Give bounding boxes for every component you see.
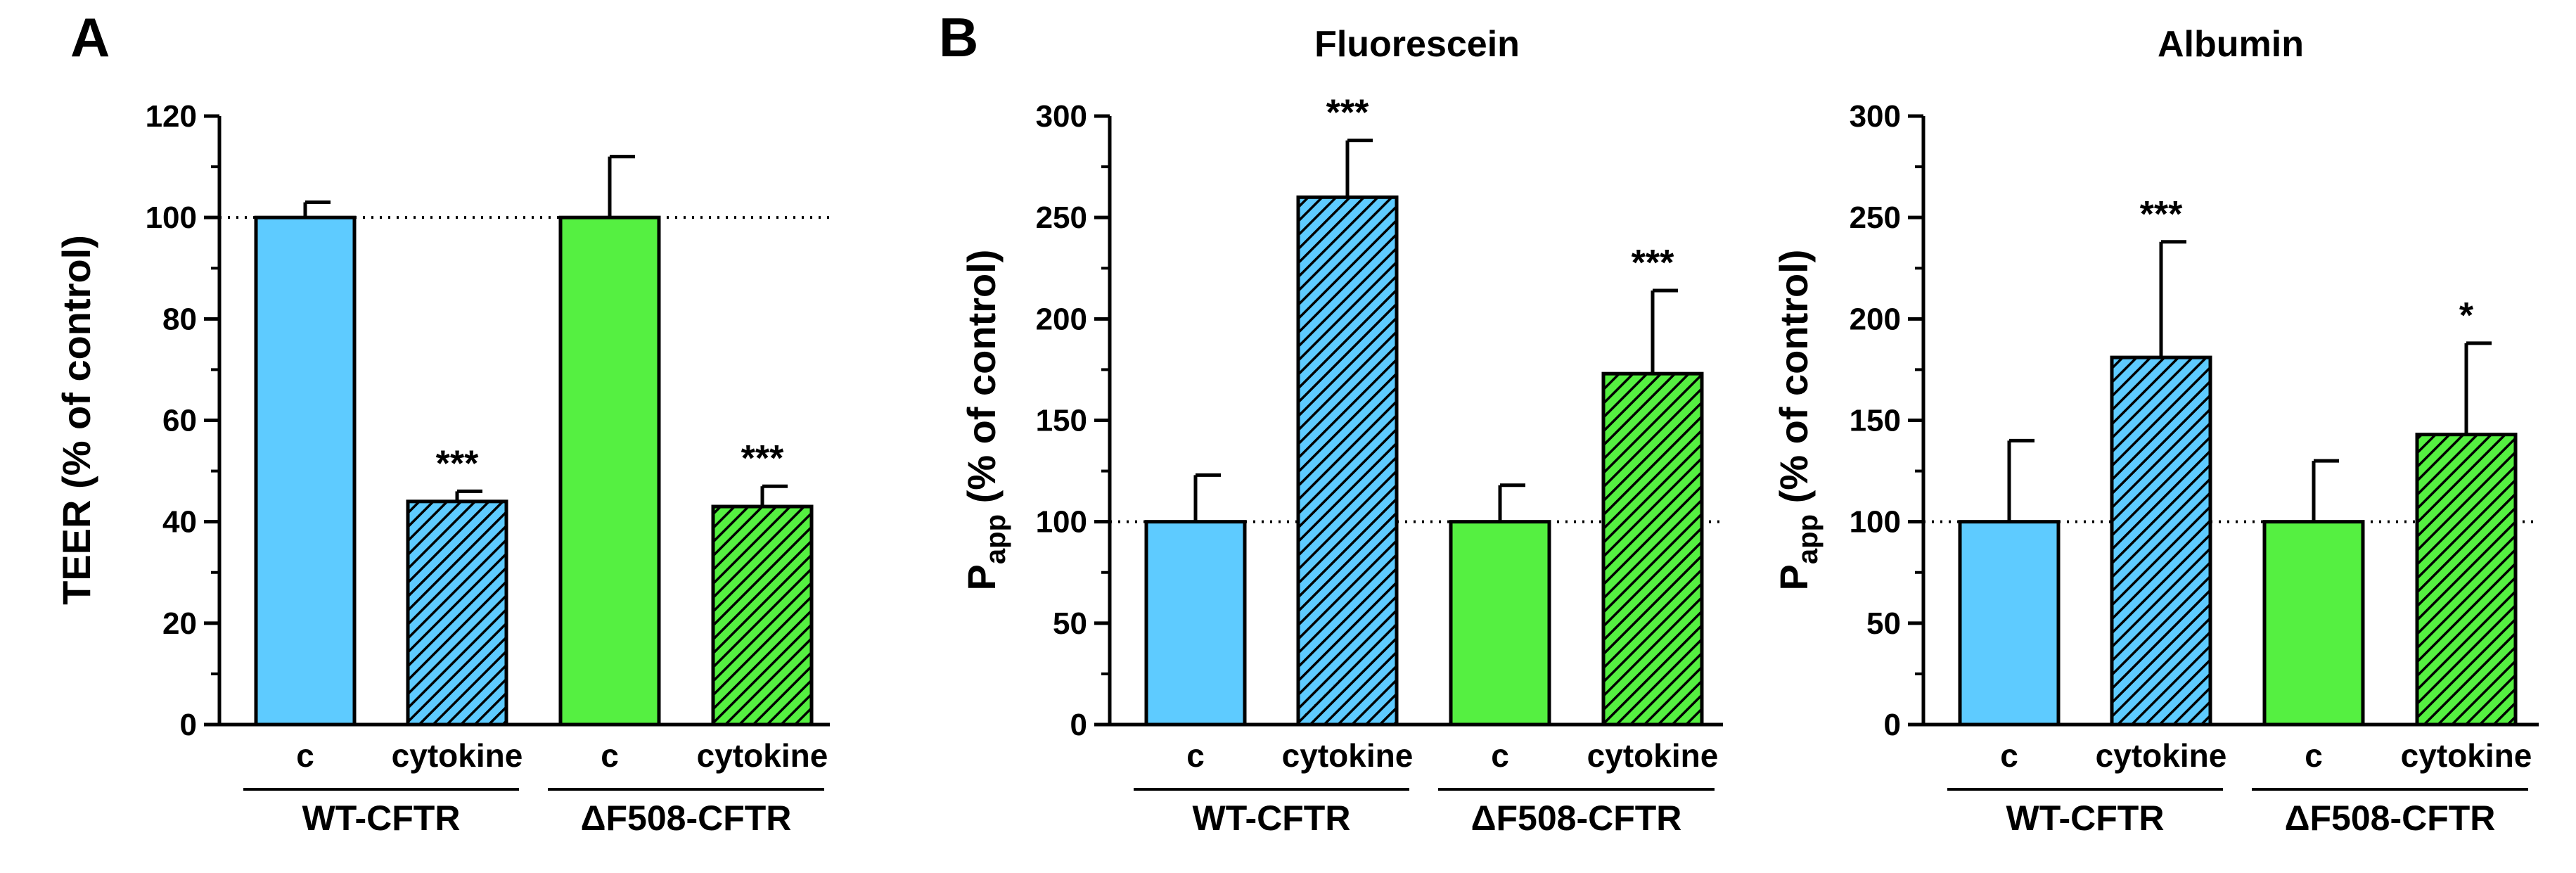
category-label: c [1186,737,1205,774]
y-axis-label: TEER (% of control) [54,235,98,605]
significance-label: *** [1632,243,1674,283]
bar [2110,355,2212,727]
y-tick-label: 200 [1850,302,1901,336]
y-tick-label: 150 [1036,404,1087,438]
bar [1144,520,1247,727]
y-tick-label: 100 [146,200,197,235]
significance-label: *** [436,443,479,484]
category-label: c [1491,737,1509,774]
panel-label-b: B [939,6,978,68]
group-label: WT-CFTR [1193,798,1351,838]
bar [558,215,661,727]
bar [711,504,814,727]
chart-fluorescein: Fluorescein Papp (% of control) c *** cytoki… [959,24,1723,838]
bar [406,499,508,727]
category-label: cytokine [1587,737,1719,774]
y-tick-label: 50 [1053,606,1087,641]
bar [1958,520,2061,727]
group-label: ΔF508-CFTR [1471,798,1682,838]
category-label: c [601,737,619,774]
significance-label: *** [2140,194,2183,235]
bar [2415,433,2518,727]
category-label: c [296,737,314,774]
category-label: c [2305,737,2323,774]
bar [2262,520,2365,727]
y-tick-label: 20 [162,606,197,641]
y-axis-label: Papp (% of control) [959,250,1011,591]
chart-albumin: Albumin Papp (% of control) c *** cytokine c *… [1771,24,2539,838]
category-label: cytokine [2096,737,2227,774]
group-label: ΔF508-CFTR [2285,798,2496,838]
y-tick-label: 100 [1850,505,1901,540]
category-label: cytokine [392,737,523,774]
y-tick-label: 60 [162,404,197,438]
chart-teer: TEER (% of control) c *** cytokine c *** cytok… [54,99,830,838]
y-tick-label: 80 [162,302,197,336]
group-label: WT-CFTR [302,798,461,838]
significance-label: * [2459,295,2474,336]
bar [1449,520,1551,727]
bar [1601,371,1704,727]
y-tick-label: 0 [1884,708,1901,742]
category-label: c [2000,737,2018,774]
group-label: WT-CFTR [2006,798,2165,838]
bar [254,215,357,727]
chart-title: Fluorescein [1314,24,1520,65]
chart-title: Albumin [2158,24,2304,65]
category-label: cytokine [2401,737,2532,774]
y-tick-label: 200 [1036,302,1087,336]
y-tick-label: 0 [180,708,197,742]
y-tick-label: 300 [1850,99,1901,134]
y-tick-label: 40 [162,505,197,540]
y-tick-label: 300 [1036,99,1087,134]
y-tick-label: 0 [1070,708,1087,742]
y-tick-label: 50 [1866,606,1901,641]
significance-label: *** [741,438,784,479]
group-label: ΔF508-CFTR [581,798,792,838]
y-tick-label: 120 [146,99,197,134]
panel-label-a: A [70,6,110,68]
y-axis-label: Papp (% of control) [1771,250,1824,591]
y-tick-label: 100 [1036,505,1087,540]
significance-label: *** [1326,93,1369,134]
bar [1296,195,1399,727]
y-tick-label: 150 [1850,404,1901,438]
y-tick-label: 250 [1036,200,1087,235]
y-tick-label: 250 [1850,200,1901,235]
category-label: cytokine [697,737,828,774]
category-label: cytokine [1282,737,1414,774]
